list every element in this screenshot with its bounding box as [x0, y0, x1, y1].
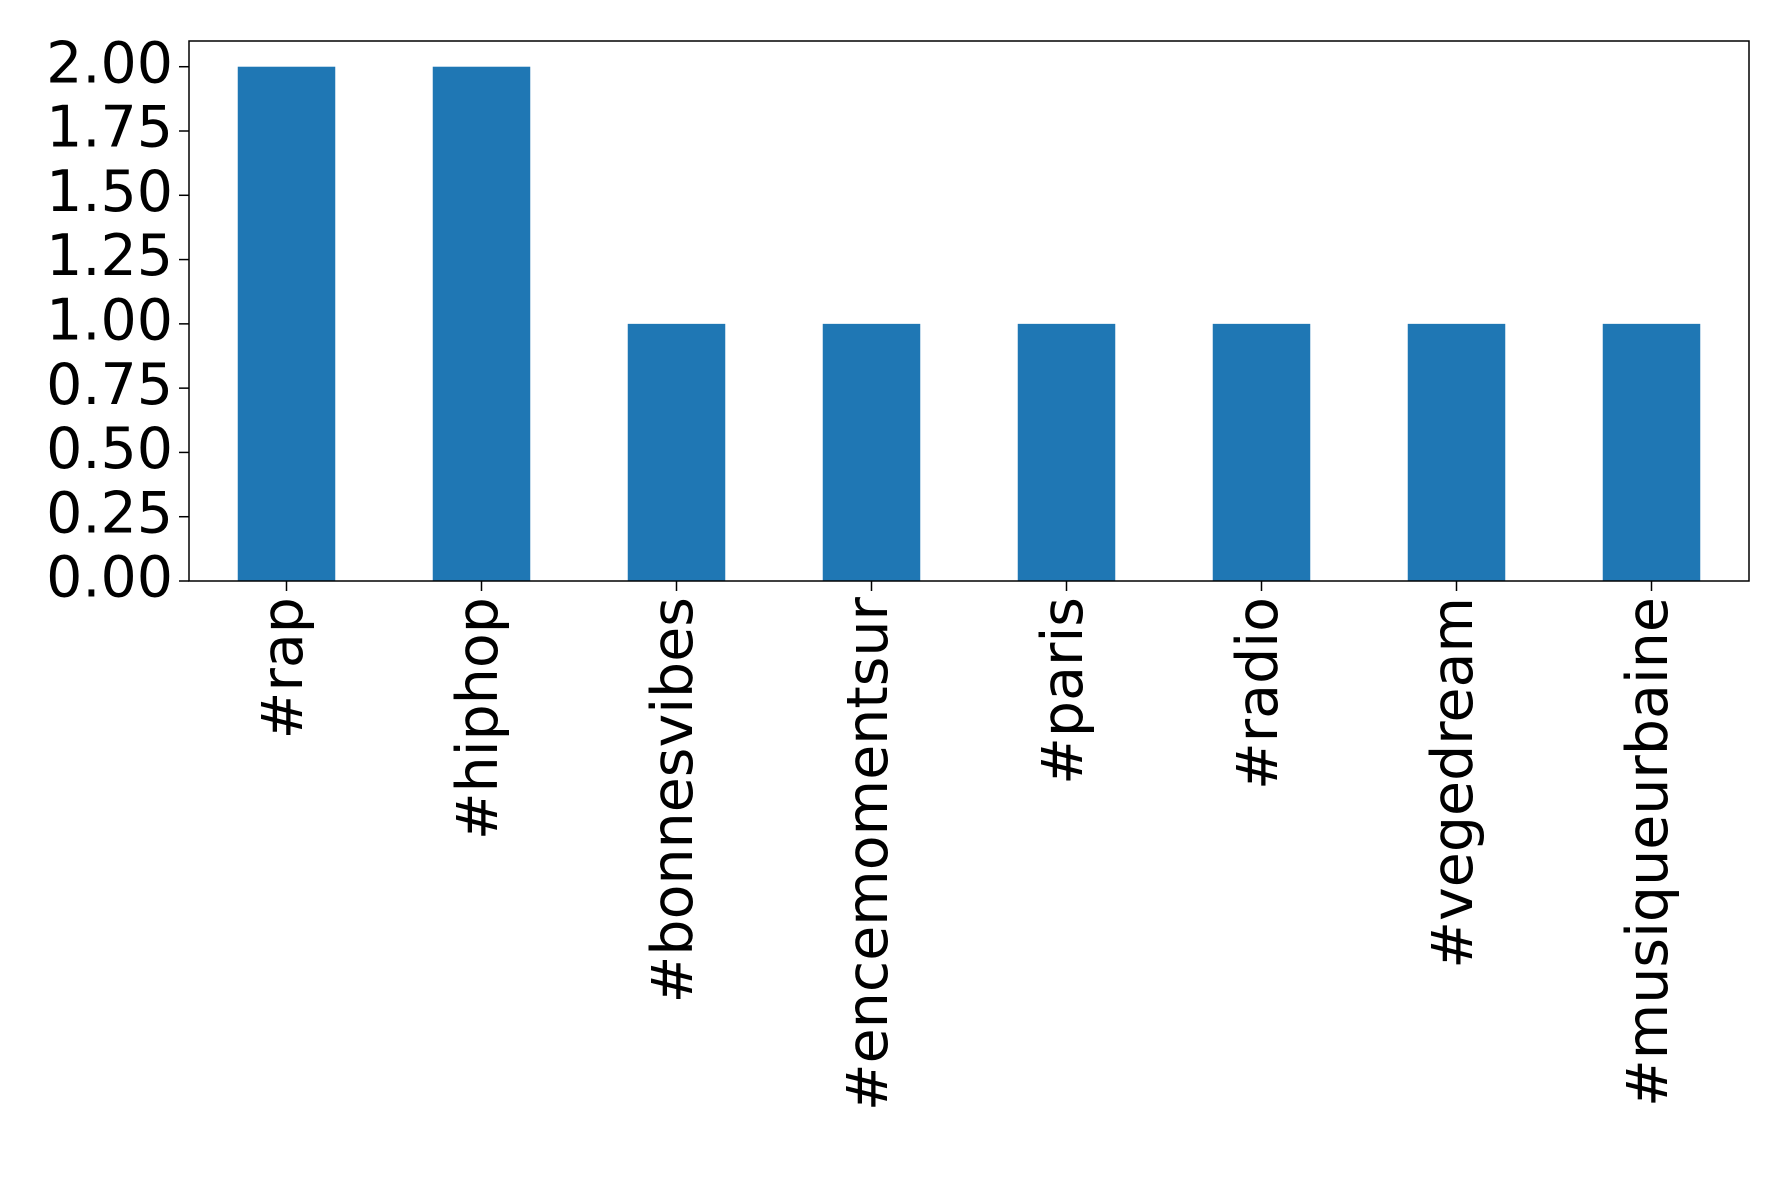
bar — [1017, 323, 1116, 581]
y-tick-label: 0.25 — [46, 480, 173, 546]
x-tick-label: #musiqueurbaine — [1615, 597, 1681, 1107]
y-tick-label: 0.75 — [46, 352, 173, 418]
bar — [627, 323, 726, 581]
bar — [1407, 323, 1506, 581]
bar — [1212, 323, 1311, 581]
y-tick-label: 1.75 — [46, 95, 173, 161]
x-tick-label: #bonnesvibes — [640, 597, 706, 1003]
x-tick-label: #hiphop — [445, 597, 511, 840]
bar — [432, 66, 531, 581]
x-tick-label: #paris — [1030, 597, 1096, 785]
y-tick-label: 1.00 — [46, 287, 173, 353]
y-tick-label: 2.00 — [46, 30, 173, 96]
plot-frame — [188, 40, 1750, 582]
bar — [822, 323, 921, 581]
x-tick-label: #encemomentsur — [835, 596, 901, 1111]
x-tick-label: #radio — [1225, 597, 1291, 790]
bar — [1602, 323, 1701, 581]
y-tick-label: 1.25 — [46, 223, 173, 289]
y-tick-label: 0.50 — [46, 416, 173, 482]
x-tick-label: #vegedream — [1420, 597, 1486, 969]
y-tick-label: 0.00 — [46, 545, 173, 611]
x-tick-label: #rap — [250, 597, 316, 739]
bar — [237, 66, 336, 581]
y-tick-label: 1.50 — [46, 159, 173, 225]
